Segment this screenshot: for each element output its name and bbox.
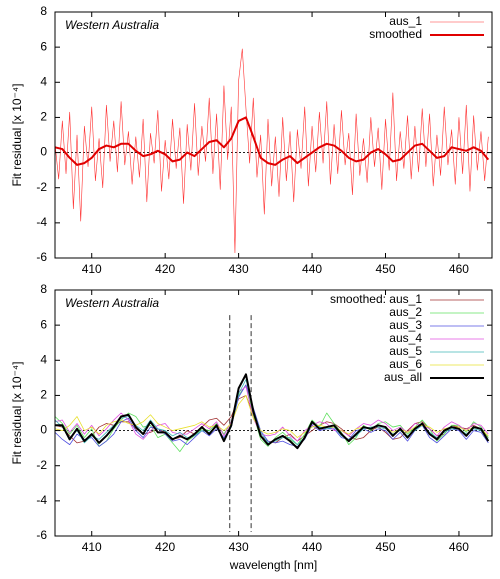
y-tick-label: 2 — [40, 110, 47, 124]
x-tick-label: 430 — [229, 262, 249, 276]
legend-label: smoothed — [369, 27, 422, 41]
annotation: Western Australia — [65, 296, 159, 310]
annotation: Western Australia — [65, 18, 159, 32]
y-tick-label: 6 — [40, 317, 47, 331]
legend-label: aus_1 — [389, 14, 422, 28]
legend-label: aus_4 — [389, 331, 422, 345]
x-tick-label: 450 — [375, 540, 395, 554]
series-line — [54, 386, 489, 442]
y-tick-label: 0 — [40, 145, 47, 159]
legend-label: aus_2 — [389, 305, 422, 319]
y-tick-label: -2 — [36, 458, 47, 472]
series-line — [54, 116, 490, 166]
y-tick-label: -2 — [36, 180, 47, 194]
y-tick-label: -6 — [36, 250, 47, 264]
series-line — [54, 384, 489, 447]
series-line — [54, 48, 489, 254]
plot-frame — [54, 289, 493, 537]
x-tick-label: 440 — [302, 540, 322, 554]
x-axis-label: wavelength [nm] — [229, 558, 317, 572]
x-tick-label: 460 — [449, 540, 469, 554]
y-tick-label: 4 — [40, 352, 47, 366]
y-tick-label: 2 — [40, 388, 47, 402]
y-tick-label: -4 — [36, 493, 47, 507]
y-tick-label: 8 — [40, 4, 47, 18]
y-axis-label: Fit residual [x 10⁻⁴] — [10, 362, 24, 465]
y-tick-label: -6 — [36, 528, 47, 542]
x-tick-label: 440 — [302, 262, 322, 276]
series-line — [55, 373, 490, 450]
legend-label: aus_6 — [389, 357, 422, 371]
legend-label: aus_3 — [389, 318, 422, 332]
x-tick-label: 420 — [155, 262, 175, 276]
y-tick-label: 8 — [40, 282, 47, 296]
plot-frame — [54, 11, 493, 259]
y-tick-label: 4 — [40, 74, 47, 88]
legend-label: aus_all — [384, 370, 422, 384]
legend-label: aus_5 — [389, 344, 422, 358]
x-tick-label: 410 — [82, 262, 102, 276]
y-tick-label: 0 — [40, 423, 47, 437]
y-axis-label: Fit residual [x 10⁻⁴] — [10, 84, 24, 187]
y-tick-label: -4 — [36, 215, 47, 229]
x-tick-label: 410 — [82, 540, 102, 554]
x-tick-label: 460 — [449, 262, 469, 276]
x-tick-label: 450 — [375, 262, 395, 276]
y-tick-label: 6 — [40, 39, 47, 53]
x-tick-label: 430 — [229, 540, 249, 554]
x-tick-label: 420 — [155, 540, 175, 554]
legend-label: smoothed: aus_1 — [330, 292, 422, 306]
